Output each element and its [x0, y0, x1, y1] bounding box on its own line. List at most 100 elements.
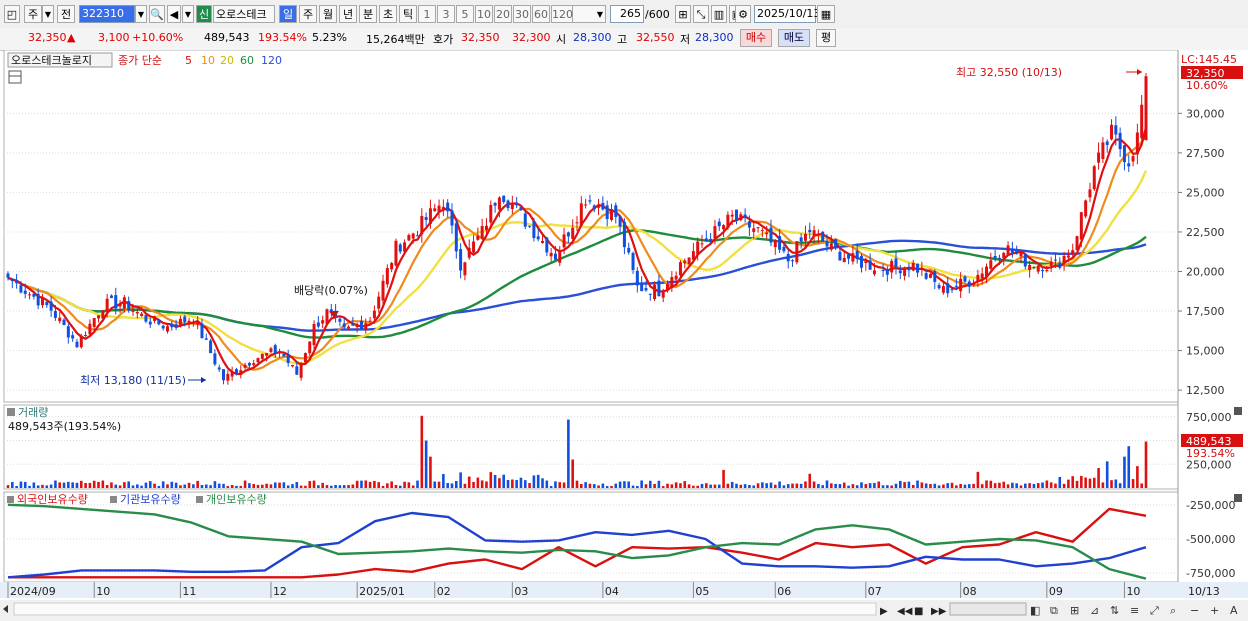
scroll-thumb[interactable] — [949, 602, 1027, 616]
code-dropdown-icon[interactable]: ▼ — [135, 5, 147, 23]
candle-body — [894, 258, 898, 267]
chevron-down-icon[interactable]: ▼ — [42, 5, 54, 23]
volume-last-pct: 193.54% — [1186, 447, 1235, 460]
low-price: 28,300 — [695, 31, 734, 44]
fast-forward-icon[interactable]: ▶▶ — [931, 606, 947, 617]
drawing-tool-icon[interactable]: ⤡ — [693, 5, 709, 23]
volume-bar — [511, 479, 514, 488]
window-menu-icon[interactable]: ◰ — [4, 5, 20, 23]
grid-tool-icon[interactable]: ⊞ — [675, 5, 691, 23]
zoom-icon[interactable]: ⌕ — [1170, 604, 1176, 617]
expand-icon[interactable]: ⤢ — [1150, 604, 1159, 617]
volume-bar — [381, 485, 385, 488]
minus-icon[interactable]: − — [1190, 604, 1199, 617]
range-dropdown[interactable]: ▼ — [570, 5, 606, 23]
scroll-track[interactable] — [13, 602, 877, 616]
interval-button-6[interactable]: 60 — [532, 5, 550, 23]
holdings-panel — [3, 491, 1179, 583]
stop-icon[interactable]: ■ — [914, 606, 923, 617]
volume-bar — [110, 482, 113, 488]
volume-bar — [545, 480, 549, 488]
interval-button-3[interactable]: 10 — [475, 5, 493, 23]
candle-body — [28, 294, 32, 296]
period-tab-5[interactable]: 초 — [379, 5, 397, 23]
candle-body — [165, 326, 169, 332]
volume-bar — [1118, 483, 1122, 488]
list-icon[interactable]: ≡ — [1130, 604, 1139, 617]
volume-bar — [342, 485, 346, 488]
table-icon[interactable] — [8, 70, 22, 84]
x-axis-bar — [0, 582, 1248, 598]
volume-bar — [614, 483, 618, 488]
candle-body — [963, 276, 967, 282]
candle-body — [226, 373, 230, 381]
period-tab-6[interactable]: 틱 — [399, 5, 417, 23]
interval-button-5[interactable]: 30 — [513, 5, 531, 23]
volume-bar — [239, 485, 243, 488]
prev-button[interactable]: 전 — [57, 5, 75, 23]
stock-chart[interactable]: 30,000 27,500 25,000 22,500 20,000 17,500 15,0… — [0, 50, 1248, 621]
candle-body — [140, 313, 144, 317]
volume-close-icon[interactable] — [1234, 407, 1242, 415]
period-tab-4[interactable]: 분 — [359, 5, 377, 23]
volume-bar — [105, 485, 109, 488]
interval-button-4[interactable]: 20 — [494, 5, 512, 23]
volume-bar — [567, 419, 570, 488]
volume-bar — [817, 484, 820, 488]
holdings-y-tick: -750,000 — [1186, 567, 1235, 580]
period-tab-3[interactable]: 년 — [339, 5, 357, 23]
layout-icon[interactable]: ◧ — [1030, 604, 1040, 617]
interval-button-0[interactable]: 1 — [418, 5, 436, 23]
sort-icon[interactable]: ⇅ — [1110, 604, 1119, 617]
speaker-dropdown-icon[interactable]: ▼ — [182, 5, 194, 23]
search-icon[interactable]: 🔍 — [149, 5, 165, 23]
volume-bar — [398, 485, 402, 488]
candle-body — [954, 285, 958, 287]
sell-button[interactable]: 매도 — [778, 29, 810, 47]
candle-body — [217, 367, 221, 370]
play-icon[interactable]: ▶ — [880, 606, 888, 617]
eval-button[interactable]: 평 — [816, 29, 836, 47]
candle-body — [752, 228, 756, 232]
period-tab-2[interactable]: 월 — [319, 5, 337, 23]
buy-button[interactable]: 매수 — [740, 29, 772, 47]
volume-bar — [998, 482, 1001, 488]
interval-button-1[interactable]: 3 — [437, 5, 455, 23]
volume-bar — [485, 481, 488, 488]
volume-bar — [851, 484, 855, 488]
interval-button-7[interactable]: 120 — [551, 5, 573, 23]
stock-code-input[interactable]: 322310 — [79, 5, 135, 23]
candle-body — [278, 351, 282, 353]
period-mode-select[interactable]: 주 — [24, 5, 42, 23]
candle-body — [536, 236, 540, 240]
volume-bar — [860, 482, 863, 488]
text-icon[interactable]: A — [1230, 604, 1238, 617]
calendar-icon[interactable]: ▦ — [817, 5, 835, 23]
candle-body — [532, 221, 536, 239]
volume-bar — [1071, 476, 1075, 488]
rewind-icon[interactable]: ◀◀ — [897, 606, 913, 617]
period-tab-0[interactable]: 일 — [279, 5, 297, 23]
volume-bar — [273, 482, 277, 488]
chart-icon[interactable]: ⊿ — [1090, 604, 1099, 617]
period-tab-1[interactable]: 주 — [299, 5, 317, 23]
speaker-icon[interactable]: ◀ — [167, 5, 181, 23]
bar-chart-icon[interactable]: ▥ — [711, 5, 727, 23]
grid-icon[interactable]: ⊞ — [1070, 604, 1079, 617]
candle-body — [260, 353, 264, 359]
interval-button-2[interactable]: 5 — [456, 5, 474, 23]
gear-icon[interactable]: ⚙ — [735, 5, 751, 23]
volume-y-tick: 750,000 — [1186, 411, 1232, 424]
candle-body — [1140, 104, 1144, 139]
candle-body — [903, 267, 907, 276]
plus-icon[interactable]: + — [1210, 604, 1219, 617]
candle-body — [519, 207, 523, 210]
price-change-pct: +10.60% — [132, 31, 184, 44]
date-input[interactable]: 2025/10/13 — [754, 5, 820, 23]
scroll-left-icon[interactable] — [3, 605, 8, 613]
copy-icon[interactable]: ⧉ — [1050, 604, 1058, 617]
holdings-close-icon[interactable] — [1234, 494, 1242, 502]
candle-body — [549, 252, 553, 257]
candle-body — [1062, 255, 1066, 264]
count-input[interactable]: 265 — [610, 5, 644, 23]
